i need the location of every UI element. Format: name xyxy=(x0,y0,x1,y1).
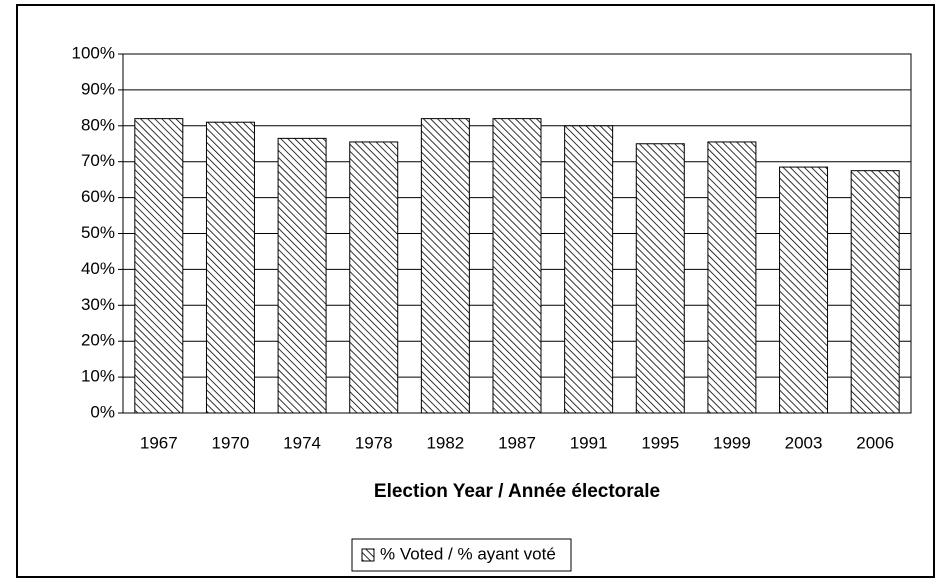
x-tick-label: 1967 xyxy=(140,433,178,452)
y-tick-label: 10% xyxy=(81,367,115,386)
bar xyxy=(277,137,327,414)
x-tick-label: 2006 xyxy=(856,433,894,452)
legend-swatch xyxy=(361,548,375,562)
x-tick-label: 1982 xyxy=(426,433,464,452)
x-tick-label: 1970 xyxy=(212,433,250,452)
x-tick-label: 2003 xyxy=(785,433,823,452)
y-tick-label: 100% xyxy=(72,43,115,62)
bar xyxy=(635,143,685,414)
bar xyxy=(707,141,757,414)
legend-label: % Voted / % ayant voté xyxy=(380,544,556,563)
y-tick-label: 50% xyxy=(81,223,115,242)
x-tick-label: 1974 xyxy=(283,433,321,452)
bar xyxy=(134,118,184,414)
y-tick-label: 40% xyxy=(81,259,115,278)
x-tick-label: 1995 xyxy=(641,433,679,452)
y-tick-label: 30% xyxy=(81,295,115,314)
y-tick-label: 90% xyxy=(81,79,115,98)
y-tick-label: 60% xyxy=(81,187,115,206)
legend xyxy=(351,538,572,572)
bar xyxy=(850,170,900,414)
y-tick-label: 70% xyxy=(81,151,115,170)
bar xyxy=(205,121,255,414)
bar xyxy=(349,141,399,414)
y-tick-label: 80% xyxy=(81,115,115,134)
x-tick-label: 1999 xyxy=(713,433,751,452)
y-tick-label: 0% xyxy=(90,402,115,421)
y-tick-label: 20% xyxy=(81,331,115,350)
bar xyxy=(779,166,829,414)
x-tick-label: 1987 xyxy=(498,433,536,452)
bar xyxy=(420,118,470,414)
bar xyxy=(564,125,614,414)
bar xyxy=(492,118,542,414)
x-axis-label: Election Year / Année électorale xyxy=(374,481,660,502)
x-tick-label: 1991 xyxy=(570,433,608,452)
x-tick-label: 1978 xyxy=(355,433,393,452)
